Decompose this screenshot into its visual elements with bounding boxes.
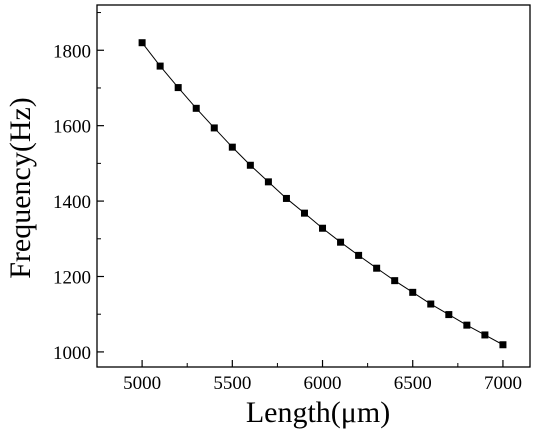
data-point (174, 84, 182, 92)
data-point (264, 178, 272, 186)
data-point (138, 39, 146, 47)
axes (96, 4, 531, 368)
x-tick-label: 5000 (123, 373, 161, 394)
tick-marks (96, 12, 504, 367)
data-point (481, 331, 489, 339)
x-axis-title: Length(μm) (246, 396, 390, 429)
data-point (228, 143, 236, 151)
data-point (337, 238, 345, 246)
data-point (391, 277, 399, 285)
data-point (445, 311, 453, 319)
tick-labels: 5000 5500 6000 6500 7000 1000 1200 1400 1600 1800 (53, 41, 522, 394)
data-point (409, 288, 417, 296)
x-tick-label: 6000 (304, 373, 342, 394)
data-point (246, 161, 254, 169)
y-tick-label: 1200 (53, 268, 91, 289)
data-point (156, 62, 164, 70)
data-point (463, 321, 471, 329)
y-tick-label: 1400 (53, 192, 91, 213)
data-point (319, 224, 327, 232)
x-tick-label: 6500 (394, 373, 432, 394)
y-axis-title: Frequency(Hz) (4, 97, 37, 279)
data-point (373, 264, 381, 272)
data-point (355, 251, 363, 259)
data-point (210, 124, 218, 132)
data-point (192, 104, 200, 112)
x-tick-label: 7000 (484, 373, 522, 394)
x-tick-label: 5500 (213, 373, 251, 394)
y-tick-label: 1800 (53, 41, 91, 62)
data-point (282, 194, 290, 202)
series (138, 39, 507, 349)
series-line (141, 42, 504, 346)
plot-frame (96, 4, 531, 368)
y-tick-label: 1000 (53, 343, 91, 364)
y-tick-label: 1600 (53, 117, 91, 138)
data-point (300, 209, 308, 217)
data-point (427, 300, 435, 308)
data-point (499, 341, 507, 349)
